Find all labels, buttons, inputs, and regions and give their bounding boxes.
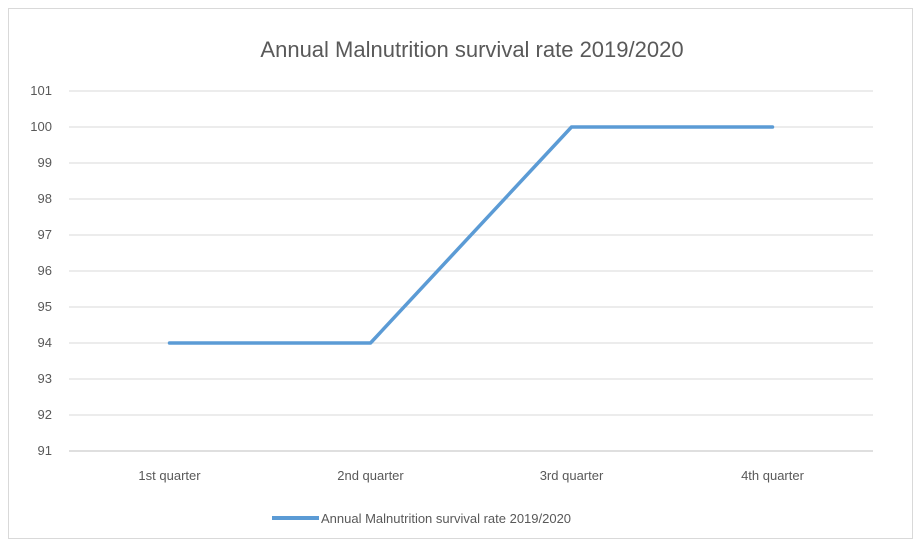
y-tick-label: 95 <box>38 299 52 314</box>
legend: Annual Malnutrition survival rate 2019/2… <box>272 511 571 526</box>
y-tick-label: 101 <box>30 83 52 98</box>
x-tick-label: 4th quarter <box>741 468 805 483</box>
x-tick-label: 3rd quarter <box>540 468 604 483</box>
y-tick-label: 97 <box>38 227 52 242</box>
y-tick-label: 94 <box>38 335 52 350</box>
series-layer <box>167 125 775 345</box>
y-tick-label: 93 <box>38 371 52 386</box>
data-point <box>571 126 572 128</box>
y-tick-label: 91 <box>38 443 52 458</box>
series-line <box>167 125 775 345</box>
y-tick-label: 92 <box>38 407 52 422</box>
legend-label: Annual Malnutrition survival rate 2019/2… <box>321 511 571 526</box>
gridlines <box>69 90 873 452</box>
y-tick-label: 100 <box>30 119 52 134</box>
data-point <box>370 342 371 344</box>
x-tick-label: 2nd quarter <box>337 468 404 483</box>
y-axis-tick-labels: 91 92 93 94 95 96 97 98 99 100 101 <box>30 83 52 458</box>
data-point <box>772 126 773 128</box>
chart-title: Annual Malnutrition survival rate 2019/2… <box>260 37 683 62</box>
data-point <box>169 342 170 344</box>
x-tick-label: 1st quarter <box>138 468 201 483</box>
y-tick-label: 99 <box>38 155 52 170</box>
x-axis-tick-labels: 1st quarter 2nd quarter 3rd quarter 4th qua… <box>138 468 804 483</box>
y-tick-label: 96 <box>38 263 52 278</box>
y-tick-label: 98 <box>38 191 52 206</box>
